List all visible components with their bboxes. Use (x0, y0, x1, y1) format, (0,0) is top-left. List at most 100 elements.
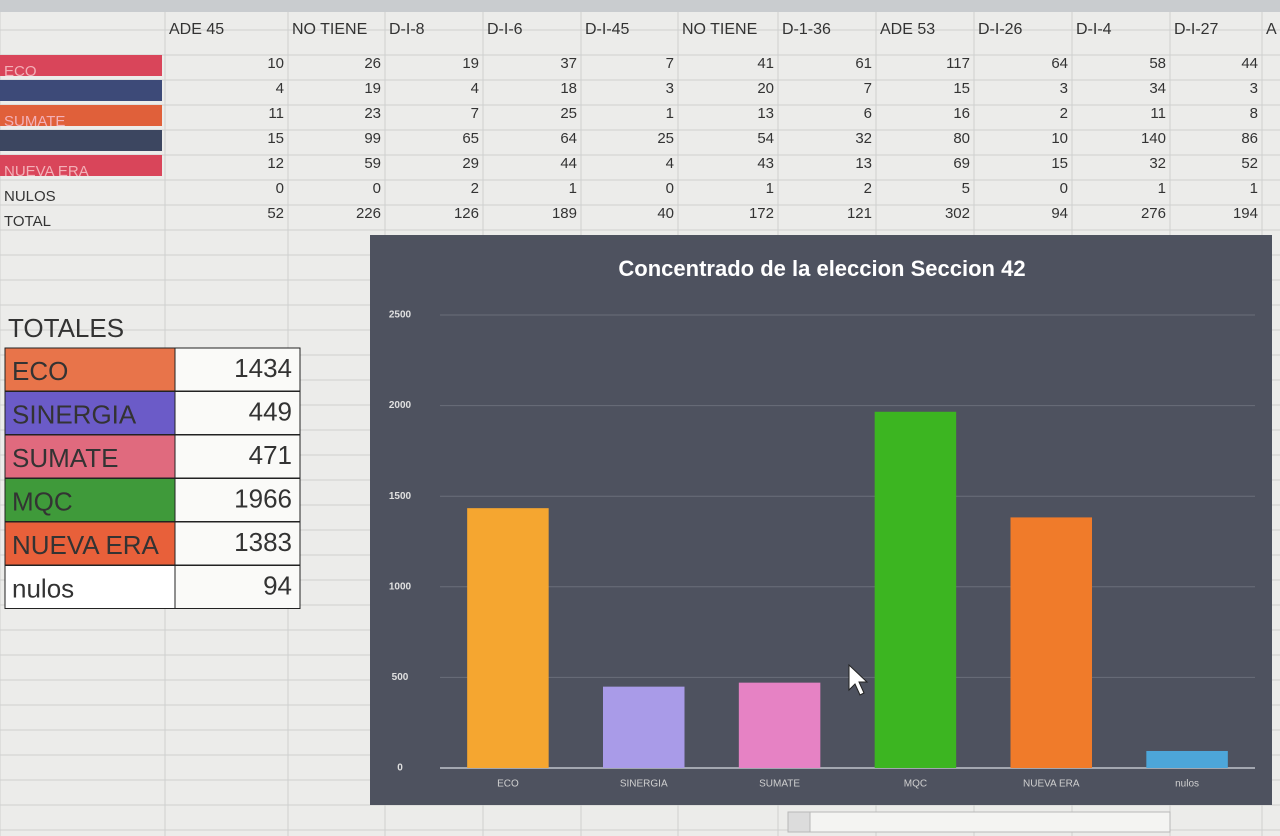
total-value: 471 (249, 440, 292, 470)
row-label: NULOS (4, 188, 56, 205)
cell-value: 7 (666, 55, 674, 72)
row-label: TOTAL (4, 213, 51, 230)
cell-value: 58 (1149, 55, 1166, 72)
cell-value: 44 (1241, 55, 1258, 72)
cell-value: 26 (364, 55, 381, 72)
cell-value: 13 (757, 105, 774, 122)
content: ADE 45 NO TIENE D-I-8 D-I-6 D-I-45 NO TIENE D-… (0, 12, 1280, 836)
y-tick-label: 1500 (389, 491, 412, 502)
row-label-cell (0, 55, 162, 76)
bar (738, 682, 821, 768)
cell-value: 172 (749, 205, 774, 222)
cell-value: 86 (1241, 130, 1258, 147)
bar (603, 686, 685, 768)
totals-title: TOTALES (8, 313, 124, 343)
cell-value: 1 (1250, 180, 1258, 197)
label-cell (4, 434, 176, 479)
total-value: 94 (263, 570, 292, 600)
cell-value: 64 (560, 130, 577, 147)
bar (1146, 750, 1228, 768)
row-label: NUEVA ERA (4, 163, 89, 180)
cell-value: 34 (1149, 80, 1166, 97)
value-cell (174, 347, 301, 392)
cell-value: 6 (864, 105, 872, 122)
column-header: D-1-36 (782, 21, 831, 38)
value-cell (174, 391, 301, 435)
cell-value: 44 (560, 155, 577, 172)
cell-value: 99 (364, 130, 381, 147)
cell-value: 4 (666, 155, 674, 172)
cell-value: 3 (1250, 80, 1258, 97)
column-header: D-I-26 (978, 21, 1023, 38)
x-tick-label: MQC (904, 779, 927, 790)
y-tick-label: 2000 (389, 400, 412, 411)
cell-value: 121 (847, 205, 872, 222)
row-label-cell (0, 155, 162, 176)
y-tick-label: 500 (392, 672, 409, 683)
cell-value: 43 (757, 155, 774, 172)
cell-value: 65 (462, 130, 479, 147)
column-header: D-I-6 (487, 21, 523, 38)
total-label: NUEVA ERA (12, 530, 160, 560)
column-header: D-I-4 (1076, 21, 1112, 38)
scroll-left-button[interactable] (787, 811, 811, 833)
bar (874, 411, 957, 768)
cell-value: 18 (560, 80, 577, 97)
cell-value: 2 (1060, 105, 1068, 122)
cell-value: 7 (864, 80, 872, 97)
label-cell (4, 565, 176, 609)
cell-value: 1 (1158, 180, 1166, 197)
cell-value: 23 (364, 105, 381, 122)
cell-value: 0 (1060, 180, 1068, 197)
row-label-cell (0, 80, 162, 101)
column-header: NO TIENE (292, 21, 367, 38)
cell-value: 94 (1051, 205, 1068, 222)
cell-value: 61 (855, 55, 872, 72)
cell-value: 32 (1149, 155, 1166, 172)
total-label: ECO (12, 356, 68, 386)
cell-value: 302 (945, 205, 970, 222)
row-label: ECO (4, 63, 37, 80)
column-header: A (1266, 21, 1277, 38)
cell-value: 2 (864, 180, 872, 197)
cell-value: 10 (267, 55, 284, 72)
total-value: 449 (249, 396, 292, 426)
bar (1010, 517, 1092, 768)
column-header: ADE 53 (880, 21, 935, 38)
cell-value: 25 (560, 105, 577, 122)
cell-value: 11 (268, 105, 284, 122)
cell-value: 80 (953, 130, 970, 147)
cell-value: 59 (364, 155, 381, 172)
cell-value: 37 (560, 55, 577, 72)
cell-value: 52 (267, 205, 284, 222)
toolbar-edge (0, 0, 1280, 12)
cell-value: 16 (953, 105, 970, 122)
cell-value: 20 (757, 80, 774, 97)
cell-value: 1 (666, 105, 674, 122)
cell-value: 25 (657, 130, 674, 147)
column-header: NO TIENE (682, 21, 757, 38)
x-tick-label: ECO (497, 779, 519, 790)
cell-value: 11 (1150, 105, 1166, 122)
cell-value: 226 (356, 205, 381, 222)
horizontal-scrollbar[interactable] (809, 811, 1171, 833)
cell-value: 10 (1051, 130, 1068, 147)
bar (467, 508, 549, 768)
cell-value: 276 (1141, 205, 1166, 222)
cell-value: 3 (1060, 80, 1068, 97)
label-cell (4, 478, 176, 522)
cell-value: 52 (1241, 155, 1258, 172)
cell-value: 4 (471, 80, 479, 97)
cell-value: 19 (462, 55, 479, 72)
total-label: SUMATE (12, 443, 118, 473)
total-label: nulos (12, 573, 74, 603)
total-value: 1434 (234, 353, 292, 383)
cell-value: 29 (462, 155, 479, 172)
cell-value: 189 (552, 205, 577, 222)
column-header: ADE 45 (169, 21, 224, 38)
label-cell (4, 391, 176, 435)
cell-value: 5 (962, 180, 970, 197)
cell-value: 117 (946, 55, 970, 72)
value-cell (174, 565, 301, 609)
